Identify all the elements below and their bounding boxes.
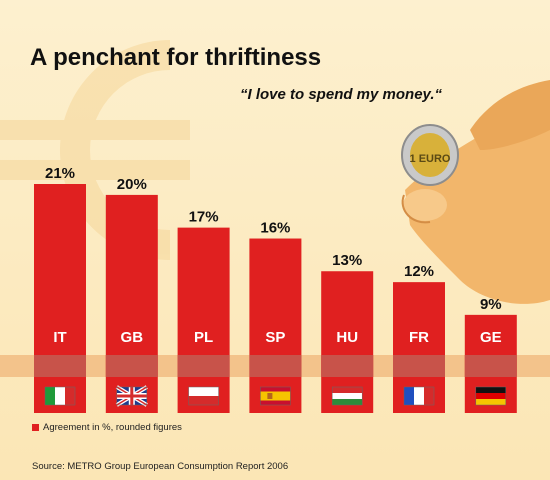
flag-spain-icon: [260, 386, 291, 406]
flag-germany-icon: [475, 386, 507, 406]
value-label-gb: 20%: [117, 176, 147, 193]
flag-uk-icon: [115, 385, 148, 407]
category-label-pl: PL: [194, 329, 213, 346]
category-label-fr: FR: [409, 329, 429, 346]
bar-band-pl: [177, 355, 230, 377]
value-label-fr: 12%: [404, 263, 434, 280]
category-label-hu: HU: [336, 329, 358, 346]
category-label-it: IT: [53, 329, 66, 346]
legend-swatch: [32, 424, 39, 431]
bar-chart: 21% IT 20% GB 17% PL 16% SP 13% HU 12% FR 9% GE: [0, 165, 550, 413]
bar-it: [34, 184, 86, 413]
coin-text: 1 EURO: [410, 153, 451, 165]
value-label-it: 21%: [45, 165, 75, 182]
flag-poland-icon: [188, 386, 219, 406]
category-label-gb: GB: [121, 329, 144, 346]
flag-italy-icon: [44, 386, 76, 406]
value-label-ge: 9%: [480, 296, 502, 313]
bar-pl: [177, 227, 230, 413]
chart-title: A penchant for thriftiness: [30, 44, 322, 71]
legend-note: Agreement in %, rounded figures: [43, 422, 182, 433]
hand-holding-euro-coin-icon: 1 EURO: [401, 80, 550, 304]
bar-band-sp: [249, 355, 302, 377]
source-note: Source: METRO Group European Consumption…: [32, 461, 289, 472]
value-label-sp: 16%: [260, 220, 290, 237]
bar-band-gb: [105, 355, 158, 377]
value-label-hu: 13%: [332, 252, 362, 269]
bar-band-it: [34, 355, 86, 377]
bar-gb: [105, 194, 158, 413]
category-label-ge: GE: [480, 329, 502, 346]
bar-sp: [249, 238, 302, 413]
legend: Agreement in %, rounded figures: [32, 422, 182, 433]
flag-hungary-icon: [331, 386, 363, 406]
euro-sign-icon: [0, 39, 190, 260]
bar-band-fr: [393, 355, 445, 377]
value-label-pl: 17%: [189, 209, 219, 226]
bar-band-ge: [464, 355, 517, 377]
bar-band-hu: [321, 355, 374, 377]
category-label-sp: SP: [265, 329, 285, 346]
chart-subtitle-quote: “I love to spend my money.“: [240, 86, 442, 103]
flag-france-icon: [403, 386, 435, 406]
